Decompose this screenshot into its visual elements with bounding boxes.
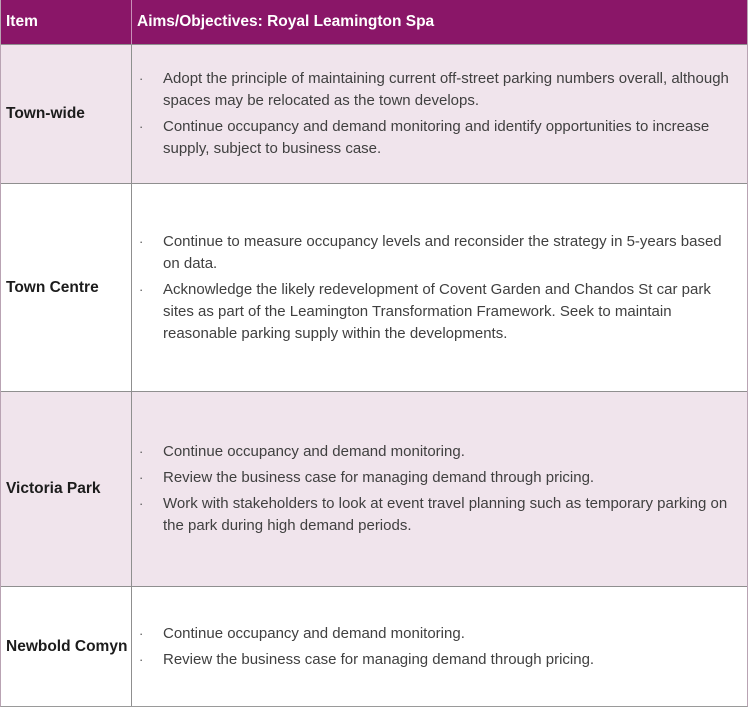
bullet-icon: · [139,625,144,641]
bullet-icon: · [139,119,144,134]
bullet-icon: · [139,444,144,459]
list-item: · Continue occupancy and demand monitorin… [138,441,741,463]
bullet-icon: · [139,496,144,511]
header-item: Item [1,0,132,44]
list-item: · Work with stakeholders to look at event… [138,493,741,537]
bullet-text: Adopt the principle of maintaining curre… [163,70,729,109]
row-item-label: Town Centre [1,184,132,391]
list-item: · Continue to measure occupancy levels an… [138,231,741,275]
bullet-text: Acknowledge the likely redevelopment of … [163,280,711,342]
list-item: · Review the business case for managing d… [138,649,741,671]
bullet-text: Review the business case for managing de… [163,650,595,668]
row-aims: · Continue occupancy and demand monitorin… [132,587,747,706]
bullet-text: Continue to measure occupancy levels and… [163,232,722,272]
bullet-icon: · [139,281,144,297]
row-item-label: Victoria Park [1,392,132,586]
bullet-list: · Adopt the principle of maintaining curr… [138,68,741,160]
list-item: · Continue occupancy and demand monitorin… [138,623,741,645]
row-aims: · Adopt the principle of maintaining curr… [132,45,747,183]
bullet-text: Continue occupancy and demand monitoring… [163,443,465,460]
table-row: Town Centre · Continue to measure occupan… [1,183,747,391]
bullet-icon: · [139,233,144,249]
bullet-icon: · [139,71,144,86]
row-aims: · Continue to measure occupancy levels an… [132,184,747,391]
table-row: Town-wide · Adopt the principle of mainta… [1,44,747,183]
row-item-label: Newbold Comyn [1,587,132,706]
table-row: Newbold Comyn · Continue occupancy and de… [1,586,747,706]
bullet-text: Work with stakeholders to look at event … [163,495,728,534]
row-item-label: Town-wide [1,45,132,183]
bullet-icon: · [139,470,144,485]
list-item: · Adopt the principle of maintaining curr… [138,68,741,112]
bullet-list: · Continue to measure occupancy levels an… [138,231,741,345]
list-item: · Acknowledge the likely redevelopment of… [138,279,741,345]
list-item: · Continue occupancy and demand monitorin… [138,116,741,160]
header-aims: Aims/Objectives: Royal Leamington Spa [137,13,435,30]
bullet-text: Continue occupancy and demand monitoring… [163,624,465,642]
table-row: Victoria Park · Continue occupancy and de… [1,391,747,586]
list-item: · Review the business case for managing d… [138,467,741,489]
bullet-text: Continue occupancy and demand monitoring… [163,118,710,157]
bullet-icon: · [139,651,144,667]
bullet-list: · Continue occupancy and demand monitorin… [138,441,741,537]
table-header: Item Aims/Objectives: Royal Leamington S… [1,0,747,44]
bullet-list: · Continue occupancy and demand monitorin… [138,623,741,671]
bullet-text: Review the business case for managing de… [163,469,595,486]
row-aims: · Continue occupancy and demand monitorin… [132,392,747,586]
